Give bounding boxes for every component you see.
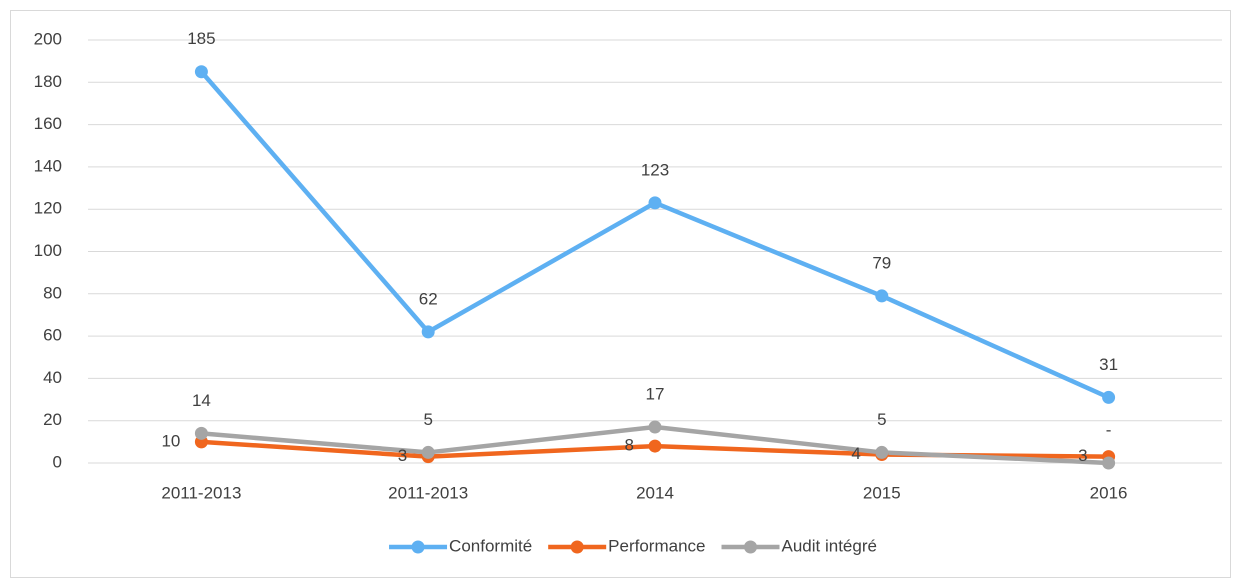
data-label: 10 — [161, 431, 180, 450]
data-label: 14 — [192, 391, 211, 410]
y-tick-label: 40 — [43, 368, 62, 387]
legend-label: Conformité — [449, 536, 532, 555]
data-point — [194, 426, 208, 440]
x-tick-label: 2014 — [636, 483, 674, 502]
data-point — [648, 196, 662, 210]
data-point — [648, 439, 662, 453]
x-tick-label: 2011-2013 — [161, 483, 241, 502]
legend-marker — [411, 540, 425, 554]
data-label: 17 — [646, 385, 665, 404]
x-tick-label: 2015 — [863, 483, 901, 502]
legend-marker — [570, 540, 584, 554]
y-tick-label: 120 — [34, 199, 62, 218]
data-point — [1102, 390, 1116, 404]
data-label: 31 — [1099, 355, 1118, 374]
y-tick-label: 200 — [34, 29, 62, 48]
y-tick-label: 80 — [43, 283, 62, 302]
legend-label: Audit intégré — [782, 536, 877, 555]
legend: Conformité Performance Audit intégré — [389, 536, 877, 555]
data-point — [648, 420, 662, 434]
data-label: 123 — [641, 160, 669, 179]
data-point — [194, 65, 208, 79]
y-tick-label: 100 — [34, 241, 62, 260]
legend-label: Performance — [608, 536, 705, 555]
y-tick-label: 0 — [53, 452, 62, 471]
data-label: 62 — [419, 289, 438, 308]
data-label: 5 — [423, 410, 432, 429]
data-point — [875, 289, 889, 303]
x-tick-label: 2011-2013 — [388, 483, 468, 502]
data-point — [421, 445, 435, 459]
data-label: 3 — [1078, 446, 1087, 465]
data-point — [875, 445, 889, 459]
y-tick-label: 20 — [43, 410, 62, 429]
data-point — [1102, 456, 1116, 470]
data-label: 5 — [877, 410, 886, 429]
x-tick-label: 2016 — [1090, 483, 1128, 502]
data-label: 4 — [851, 444, 860, 463]
data-label: 79 — [872, 253, 891, 272]
y-tick-label: 160 — [34, 114, 62, 133]
data-point — [421, 325, 435, 339]
legend-marker — [744, 540, 758, 554]
data-label: - — [1106, 420, 1112, 439]
data-label: 8 — [625, 436, 634, 455]
y-tick-label: 60 — [43, 326, 62, 345]
y-tick-label: 140 — [34, 156, 62, 175]
data-label: 185 — [187, 29, 215, 48]
data-label: 3 — [398, 446, 407, 465]
y-tick-label: 180 — [34, 72, 62, 91]
